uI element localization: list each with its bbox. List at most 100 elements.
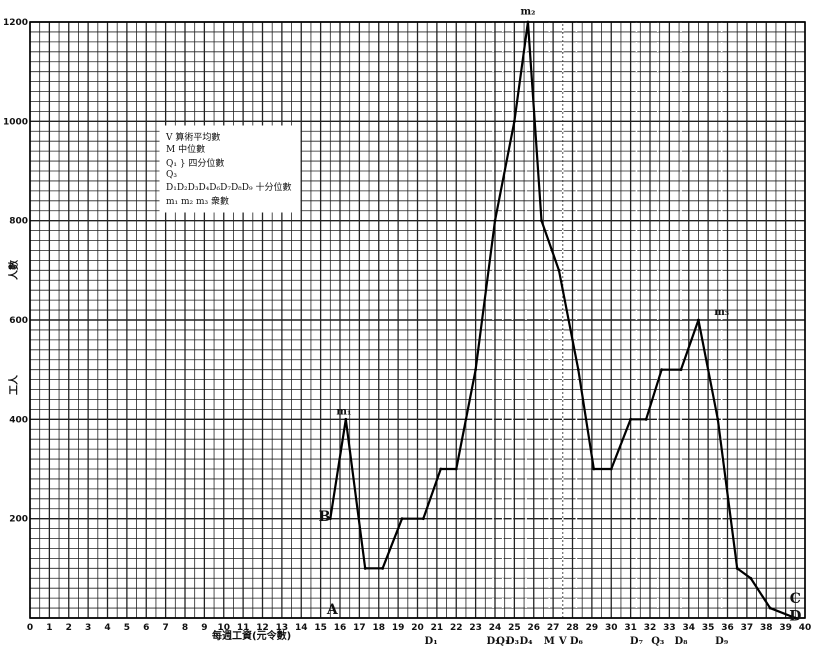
x-tick-label: 34 <box>682 623 695 633</box>
data-point <box>454 467 458 471</box>
legend-line-3: Q₁ } 四分位數 <box>166 157 224 169</box>
plot-frame <box>29 21 806 619</box>
y-tick-label: 800 <box>9 217 28 227</box>
y-tick-label: 600 <box>9 316 28 326</box>
x-tick-label: 5 <box>124 623 130 633</box>
data-point <box>576 368 580 372</box>
x-tick-label: 25 <box>508 623 521 633</box>
x-tick-label: 2 <box>66 623 72 633</box>
data-point <box>400 517 404 521</box>
decile-label: D₆ <box>570 636 584 647</box>
decile-label: V <box>558 636 567 647</box>
decile-label: M <box>544 636 555 647</box>
x-axis-label: 每週工資(元令數) <box>212 629 291 642</box>
x-tick-label: 29 <box>586 623 599 633</box>
data-point <box>363 566 367 570</box>
x-tick-label: 31 <box>624 623 637 633</box>
x-tick-label: 17 <box>353 623 366 633</box>
data-point <box>660 368 664 372</box>
data-point <box>540 219 543 223</box>
y-tick-label: 1200 <box>3 18 28 28</box>
axes <box>29 21 806 619</box>
data-point <box>735 566 739 570</box>
data-point <box>557 268 561 272</box>
data-point <box>629 417 633 421</box>
point-label: m₁ <box>336 406 351 417</box>
x-tick-label: 14 <box>295 623 308 633</box>
x-tick-label: 27 <box>547 623 560 633</box>
legend-line-1: V 算術平均數 <box>165 131 220 143</box>
decile-label: D₃ <box>506 636 519 647</box>
x-tick-label: 0 <box>27 623 33 633</box>
data-point <box>344 417 348 421</box>
x-tick-label: 39 <box>779 623 792 633</box>
legend-line-2: M 中位數 <box>166 143 205 155</box>
data-point <box>768 606 772 610</box>
x-tick-label: 9 <box>201 623 207 633</box>
x-tick-label: 19 <box>392 623 405 633</box>
data-point <box>526 20 530 24</box>
point-label: D <box>789 608 801 624</box>
x-tick-label: 22 <box>450 623 463 633</box>
x-tick-label: 8 <box>182 623 188 633</box>
legend-line-6: m₁ m₂ m₃ 衆數 <box>166 195 229 207</box>
point-label: A <box>326 602 339 618</box>
decile-label: D₂ <box>487 636 500 647</box>
x-tick-label: 11 <box>237 623 250 633</box>
data-point <box>328 517 332 521</box>
x-tick-label: 4 <box>104 623 110 633</box>
legend-background <box>159 125 301 213</box>
data-point <box>381 566 385 570</box>
x-tick-label: 23 <box>469 623 482 633</box>
x-tick-label: 24 <box>489 623 502 633</box>
data-point <box>439 467 443 471</box>
y-tick-label: 1000 <box>3 117 28 127</box>
x-tick-label: 3 <box>85 623 91 633</box>
x-tick-label: 20 <box>411 623 424 633</box>
decile-label: D₉ <box>715 636 728 647</box>
data-point <box>716 417 720 421</box>
data-point <box>592 467 596 471</box>
decile-label: D₈ <box>674 636 688 647</box>
x-tick-label: 15 <box>314 623 327 633</box>
point-label: C <box>790 591 801 607</box>
x-tick-label: 12 <box>256 623 269 633</box>
data-point <box>474 368 478 372</box>
point-labels: m₁ m₂ m₃ B A CD <box>319 7 802 625</box>
decile-label: D₄ <box>519 636 533 647</box>
y-axis-ticks: 200 400 600 800 1000 1200 <box>3 18 28 525</box>
decile-label: Q₃ <box>651 636 664 647</box>
legend-box: V 算術平均數 M 中位數 Q₁ } 四分位數 Q₃ D₁D₂D₃D₄D₆D₇D… <box>159 125 301 213</box>
y-tick-label: 200 <box>9 515 28 525</box>
x-tick-label: 6 <box>143 623 149 633</box>
point-label: m₂ <box>520 7 535 18</box>
data-point <box>793 616 797 620</box>
data-point <box>493 219 497 223</box>
grid <box>29 21 806 619</box>
x-tick-label: 18 <box>372 623 385 633</box>
x-tick-label: 13 <box>276 623 289 633</box>
point-label: B <box>319 509 331 525</box>
x-tick-label: 30 <box>605 623 618 633</box>
data-point <box>679 368 683 372</box>
x-tick-label: 26 <box>527 623 540 633</box>
x-tick-label: 35 <box>702 623 715 633</box>
series-layer <box>328 20 797 620</box>
data-point <box>609 467 613 471</box>
x-tick-label: 28 <box>566 623 579 633</box>
x-tick-label: 37 <box>741 623 754 633</box>
decile-label: D₇ <box>630 636 643 647</box>
x-tick-label: 38 <box>760 623 773 633</box>
x-tick-label: 1 <box>46 623 52 633</box>
x-tick-label: 16 <box>334 623 347 633</box>
x-axis-ticks: 0 1 2 3 4 5 6 7 8 9 10 11 12 13 14 15 16 17 18 19 20 21 22 23 24… <box>27 623 811 633</box>
x-tick-label: 36 <box>721 623 734 633</box>
data-point <box>512 119 516 123</box>
x-tick-label: 40 <box>799 623 812 633</box>
legend-line-5: D₁D₂D₃D₄D₆D₇D₈D₉ 十分位數 <box>166 181 291 193</box>
y-axis-label-secondary: 工人 <box>7 374 20 395</box>
data-point <box>749 576 753 580</box>
data-point <box>421 517 425 521</box>
x-tick-label: 10 <box>217 623 230 633</box>
